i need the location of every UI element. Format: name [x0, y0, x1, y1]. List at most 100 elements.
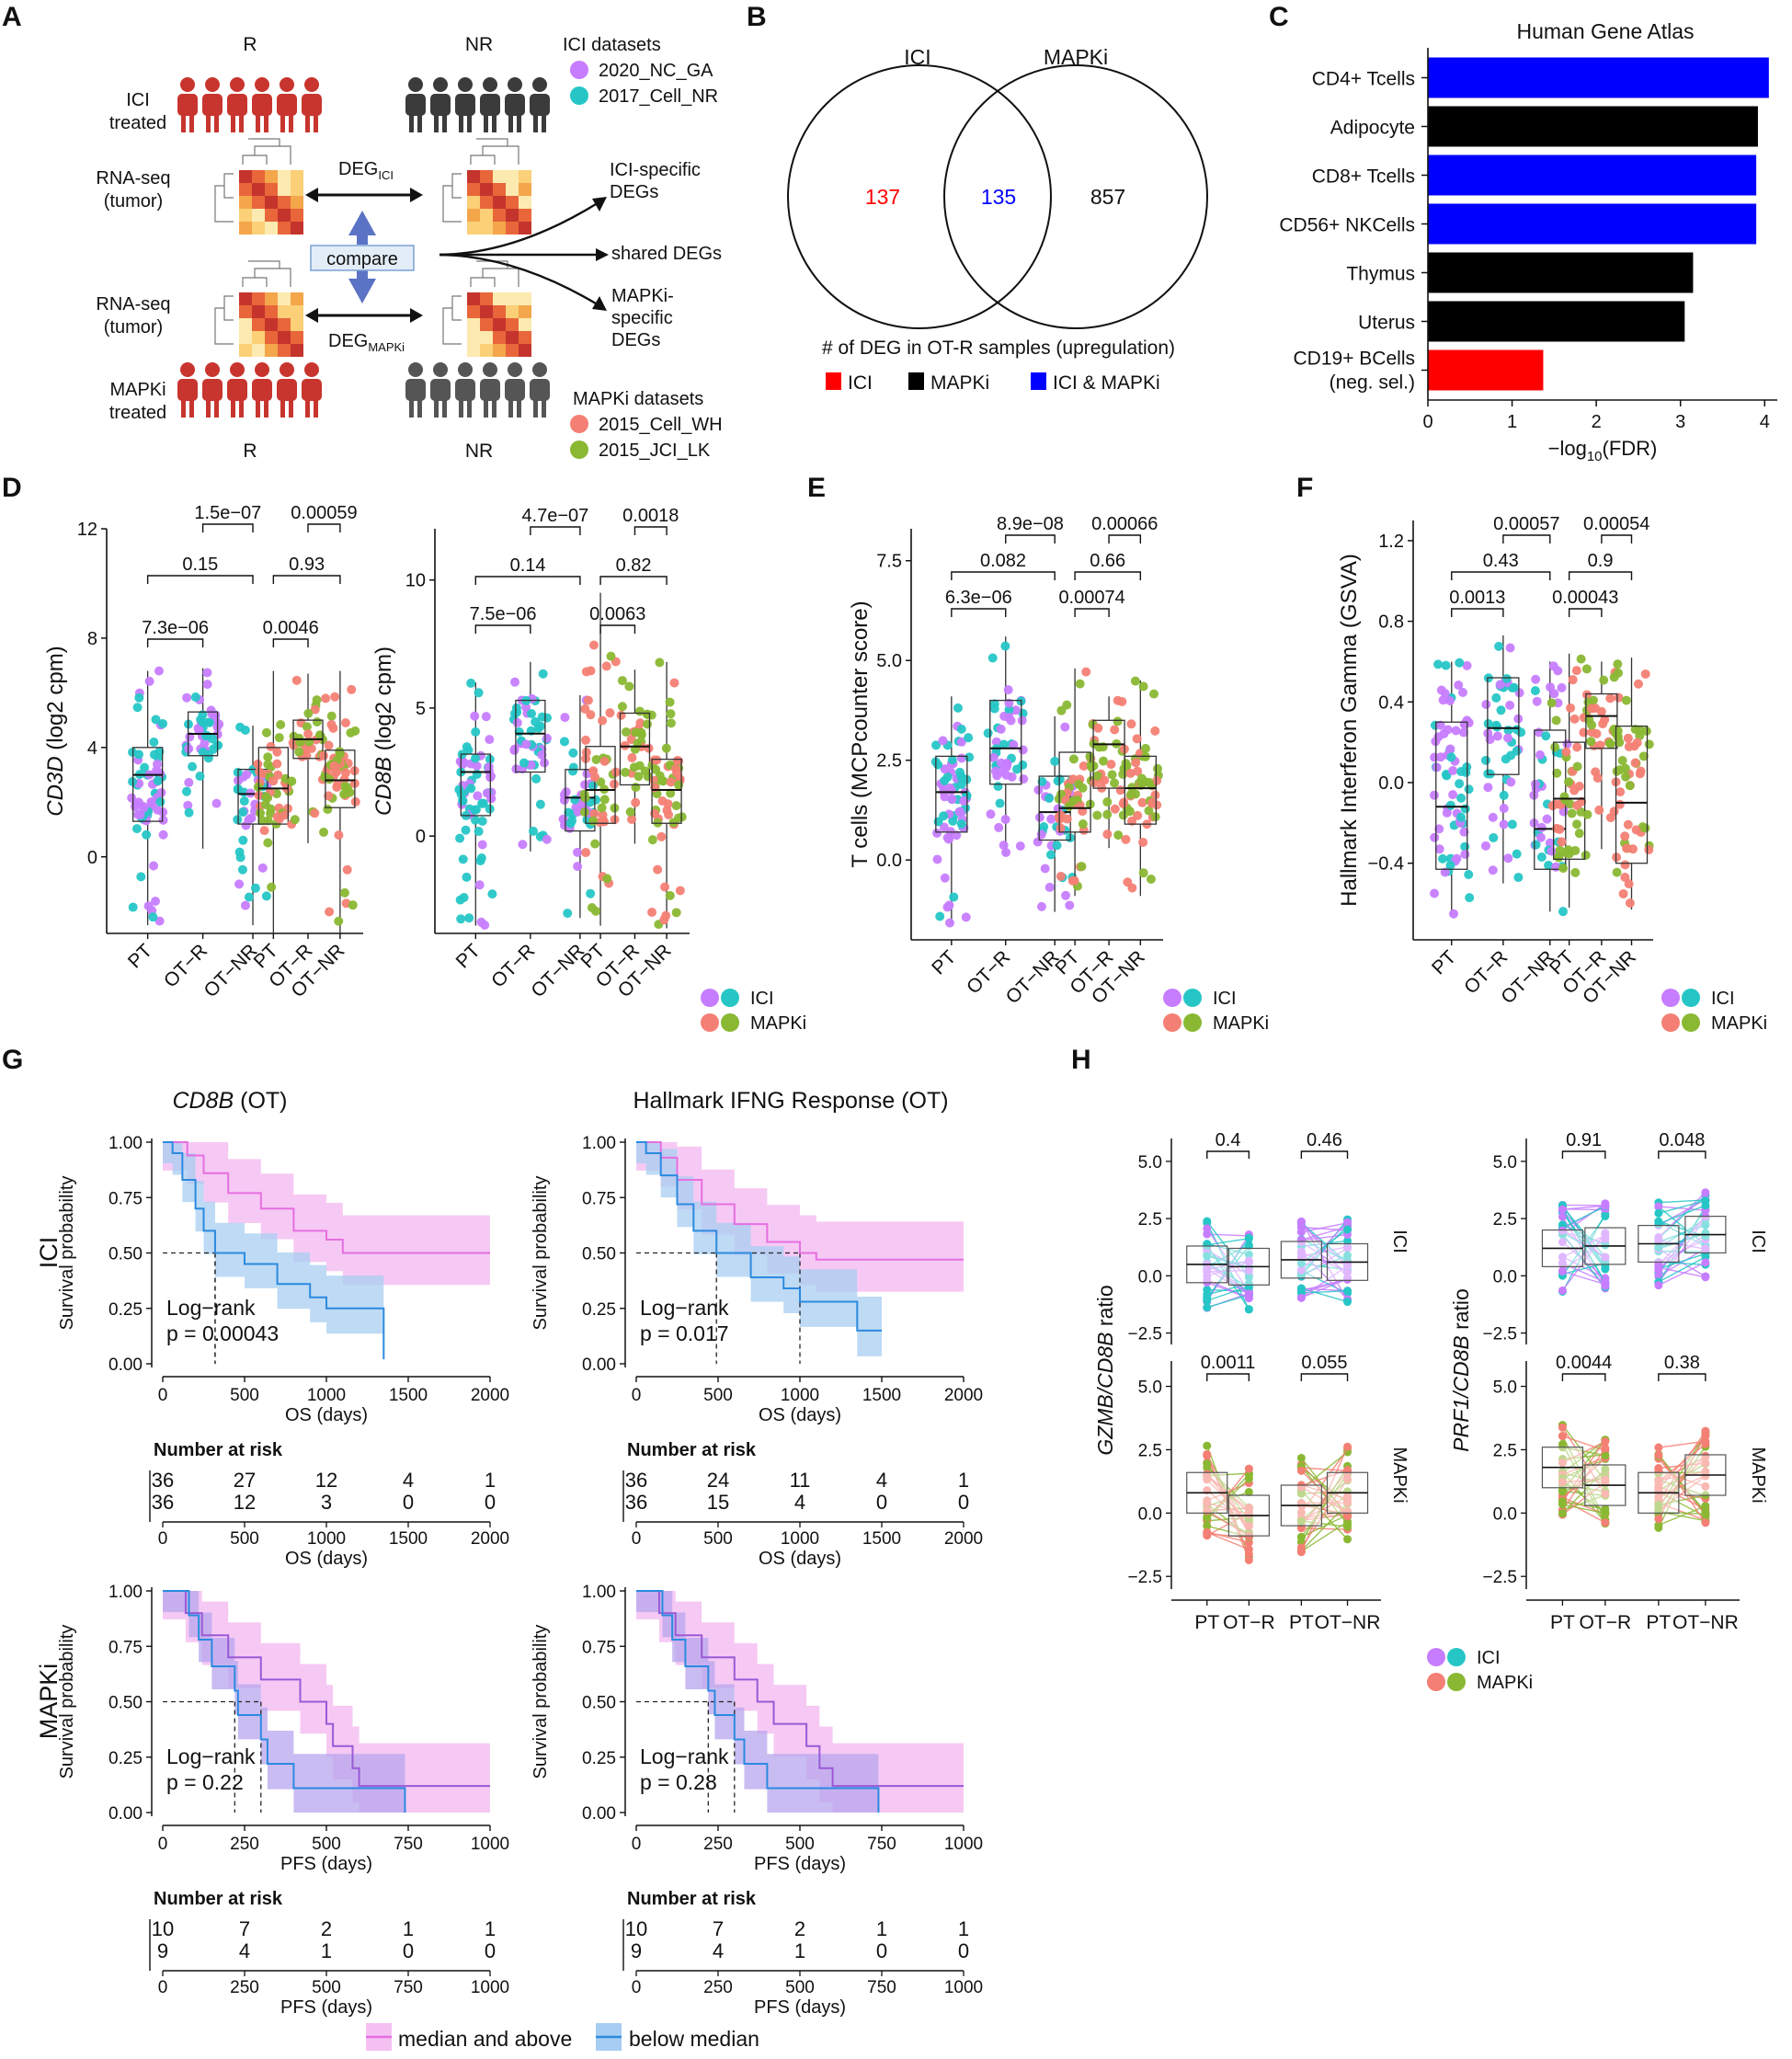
data-point — [1501, 754, 1511, 764]
data-point — [1558, 864, 1569, 874]
paired-point — [1558, 1458, 1567, 1468]
x-tick-label: PT — [1428, 946, 1460, 978]
venn-shared-count: 135 — [981, 185, 1016, 209]
data-point — [1552, 768, 1562, 778]
data-point — [1460, 804, 1470, 814]
data-point — [1136, 773, 1147, 784]
y-tick-label: 2.5 — [1138, 1210, 1162, 1230]
heatmap-cell — [506, 331, 519, 344]
data-point — [1446, 752, 1456, 762]
data-point — [234, 847, 245, 857]
paired-line — [1206, 1238, 1250, 1246]
risk-above: 1 — [958, 1917, 969, 1940]
pvalue-bracket — [1206, 1373, 1250, 1381]
legend-dot-ici-2 — [1447, 1648, 1466, 1666]
data-point — [540, 758, 550, 768]
data-point — [263, 760, 273, 770]
box-PT — [1058, 751, 1091, 833]
data-point — [964, 733, 974, 743]
paired-point — [1343, 1251, 1353, 1260]
risk-above: 1 — [485, 1469, 496, 1492]
heatmap-cell — [291, 331, 303, 344]
y-tick-label: 0.00 — [108, 1356, 143, 1375]
data-point — [1018, 745, 1028, 755]
paired-point — [1654, 1242, 1663, 1252]
data-point — [1017, 715, 1027, 726]
data-point — [1000, 641, 1010, 651]
heatmap-cell — [506, 196, 519, 209]
data-point — [1119, 797, 1129, 807]
data-point — [1576, 654, 1586, 664]
box-OT−R — [1092, 719, 1125, 789]
person-leg — [508, 397, 513, 418]
data-point — [990, 766, 1000, 776]
y-tick-label: 1.00 — [108, 1134, 143, 1153]
paired-point — [1558, 1259, 1567, 1268]
data-point — [649, 755, 659, 765]
data-point — [155, 796, 166, 806]
data-point — [1505, 643, 1515, 653]
data-point — [1495, 680, 1505, 690]
pvalue-bracket — [146, 575, 254, 584]
data-point — [1430, 888, 1440, 898]
y-axis-title: CD8B (log2 cpm) — [371, 646, 396, 816]
pvalue-label: 0.0013 — [1449, 588, 1505, 608]
person-head — [458, 362, 473, 377]
data-point — [999, 739, 1009, 749]
paired-point — [1701, 1481, 1710, 1491]
paired-point — [1558, 1487, 1567, 1496]
person-leg — [181, 397, 186, 418]
y-tick-label: 1.00 — [582, 1583, 616, 1602]
paired-point — [1343, 1508, 1353, 1517]
data-point — [1640, 669, 1650, 679]
data-point — [1138, 837, 1148, 847]
data-point — [1605, 693, 1615, 703]
paired-plot-gzmb: −2.5 0.0 2.5 5.0 0.4 0.46 ICI −2.5 0.0 2.5 5.0 0.00… — [1093, 1130, 1410, 1633]
x-tick-label: 0 — [632, 1835, 642, 1854]
pvalue-label: 0.14 — [510, 555, 546, 576]
strip-label: MAPKi — [1389, 1447, 1410, 1503]
legend-f: ICI MAPKi — [1661, 989, 1767, 1034]
data-point — [573, 847, 583, 857]
paired-point — [1244, 1521, 1253, 1530]
x-tick-label: OT−NR — [1672, 1612, 1739, 1633]
paired-point — [1343, 1236, 1353, 1245]
data-point — [1131, 758, 1141, 768]
data-point — [621, 767, 631, 777]
data-point — [266, 741, 276, 751]
data-point — [1052, 841, 1062, 851]
panel-g: G CD8B (OT) Hallmark IFNG Response (OT) … — [2, 1045, 983, 2051]
data-point — [1078, 819, 1088, 829]
data-point — [486, 794, 497, 804]
risk-above: 4 — [876, 1469, 887, 1492]
paired-point — [1343, 1494, 1353, 1504]
paired-line — [1300, 1221, 1349, 1278]
data-point — [261, 727, 271, 738]
data-point — [1015, 841, 1025, 851]
pvalue-bracket — [1300, 1150, 1349, 1159]
x-tick-label: OT−NR — [1497, 946, 1558, 1008]
paired-line — [1206, 1264, 1250, 1295]
x-tick-label: 500 — [703, 1386, 733, 1405]
paired-point — [1296, 1453, 1306, 1462]
paired-line — [1300, 1463, 1349, 1514]
paired-point — [1701, 1451, 1710, 1460]
heatmap-cell — [493, 331, 506, 344]
data-point — [312, 695, 322, 705]
data-point — [609, 779, 619, 789]
data-point — [470, 805, 480, 815]
km-curve-above — [636, 1590, 964, 1788]
data-point — [1113, 830, 1124, 841]
paired-point — [1601, 1451, 1610, 1460]
box-PT — [460, 753, 491, 817]
risk-above: 1 — [485, 1917, 496, 1940]
data-point — [606, 651, 616, 661]
paired-point — [1654, 1450, 1663, 1459]
paired-line — [1206, 1502, 1250, 1516]
pvalue-label: 0.00066 — [1091, 514, 1158, 534]
data-point — [611, 767, 621, 777]
data-point — [1050, 756, 1060, 766]
data-point — [947, 755, 957, 765]
data-point — [537, 749, 547, 760]
paired-point — [1244, 1487, 1253, 1496]
